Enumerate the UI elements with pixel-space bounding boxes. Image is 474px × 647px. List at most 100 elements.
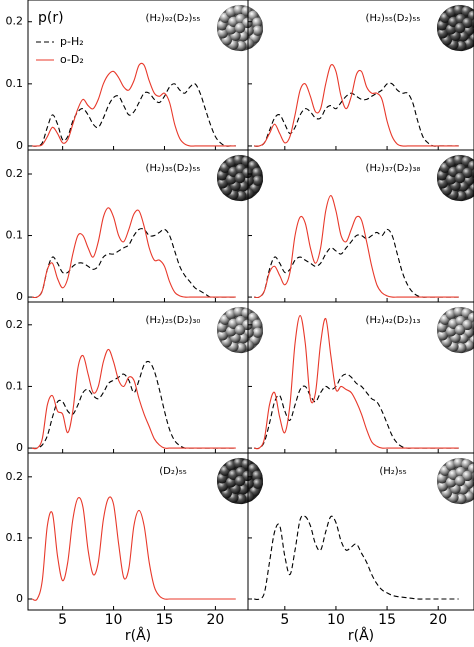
x-tick-label: 20 [206, 612, 224, 628]
cluster-sphere [252, 17, 263, 28]
cluster-sphere [456, 342, 467, 354]
cluster-sphere [462, 470, 473, 482]
panel-title: (H₂)₂₅(D₂)₃₀ [146, 315, 201, 326]
data-line [32, 360, 236, 449]
panel-title: (H₂)₅₅ [379, 466, 406, 477]
cluster-sphere [217, 330, 228, 341]
cluster-sphere [233, 306, 244, 318]
cluster-sphere [458, 31, 469, 42]
cluster-sphere [236, 493, 247, 505]
cluster-sphere [453, 4, 464, 16]
y-tick-label: 0.1 [6, 531, 24, 544]
cluster-sphere [437, 178, 448, 189]
x-tick-label: 5 [280, 612, 289, 628]
cluster-sphere [238, 181, 249, 192]
cluster-sphere [217, 481, 228, 492]
y-tick-label: 0 [16, 441, 23, 454]
data-line [32, 62, 236, 147]
cluster-sphere [458, 181, 469, 192]
cluster-sphere [242, 319, 253, 331]
cluster-sphere [236, 190, 247, 202]
cluster-sphere [236, 40, 247, 52]
cluster-sphere [234, 172, 246, 184]
data-line [31, 496, 236, 601]
x-axis-label: r(Å) [125, 627, 151, 644]
y-tick-label: 0.1 [6, 77, 24, 90]
cluster-sphere [234, 22, 246, 34]
panel-title: (H₂)₅₅(D₂)₅₅ [366, 13, 421, 24]
cluster-sphere [453, 306, 464, 318]
cluster-sphere [437, 330, 448, 341]
y-tick-label: 0 [16, 139, 23, 152]
cluster-sphere [238, 31, 249, 42]
cluster-sphere [233, 457, 244, 469]
cluster-sphere [454, 475, 466, 487]
cluster-sphere [252, 470, 263, 481]
data-line [32, 228, 236, 299]
legend-label: p-H₂ [60, 35, 84, 48]
y-tick-label: 0 [16, 290, 23, 303]
cluster-sphere [456, 493, 467, 505]
panel-title: (H₂)₉₂(D₂)₅₅ [146, 13, 201, 24]
x-tick-label: 15 [378, 612, 396, 628]
cluster-sphere [458, 484, 469, 495]
data-line [254, 82, 459, 147]
cluster-sphere [462, 17, 473, 29]
y-tick-label: 0.2 [6, 15, 24, 28]
y-tick-label: 0 [16, 592, 23, 605]
panel-title: (H₂)₄₂(D₂)₁₃ [366, 315, 421, 326]
cluster-sphere [454, 324, 466, 336]
cluster-sphere [236, 342, 247, 354]
panel-frame [247, 452, 474, 611]
cluster-sphere [252, 25, 263, 36]
x-tick-label: 20 [429, 612, 447, 628]
cluster-sphere [238, 333, 249, 344]
cluster-sphere [437, 481, 448, 492]
panel-frame [27, 452, 249, 611]
y-tick-label: 0.1 [6, 379, 24, 392]
legend-label: o-D₂ [60, 53, 84, 66]
data-line [32, 207, 236, 299]
y-tick-label: 0.2 [6, 318, 24, 331]
cluster-sphere [456, 40, 467, 52]
cluster-sphere [453, 154, 464, 166]
data-line [254, 228, 459, 299]
x-tick-label: 15 [156, 612, 174, 628]
panel-frame [27, 149, 249, 303]
data-line [254, 315, 459, 450]
cluster-sphere [252, 327, 263, 338]
cluster-sphere [252, 167, 263, 178]
data-line [31, 348, 236, 450]
cluster-sphere [454, 22, 466, 34]
cluster-sphere [217, 178, 228, 189]
cluster-sphere [437, 28, 448, 39]
panel-title: (H₂)₃₇(D₂)₃₈ [366, 163, 421, 174]
data-line [254, 515, 459, 601]
cluster-sphere [242, 17, 253, 29]
cluster-sphere [252, 319, 263, 330]
panel-title: (D₂)₅₅ [159, 466, 187, 477]
x-tick-label: 10 [327, 612, 345, 628]
panel-frame [27, 301, 249, 454]
panel-title: (H₂)₃₅(D₂)₅₅ [146, 163, 201, 174]
cluster-sphere [234, 324, 246, 336]
cluster-sphere [234, 475, 246, 487]
cluster-sphere [238, 484, 249, 495]
cluster-sphere [217, 28, 228, 39]
cluster-sphere [462, 167, 473, 179]
cluster-sphere [252, 175, 263, 186]
y-tick-label: 0.2 [6, 470, 24, 483]
cluster-sphere [233, 154, 244, 166]
cluster-sphere [462, 319, 473, 331]
cluster-sphere [233, 4, 244, 16]
cluster-sphere [242, 167, 253, 179]
cluster-sphere [453, 457, 464, 469]
data-line [254, 194, 459, 299]
cluster-sphere [454, 172, 466, 184]
y-tick-label: 0.2 [6, 167, 24, 180]
x-tick-label: 10 [105, 612, 123, 628]
y-axis-label: p(r) [38, 10, 64, 26]
cluster-sphere [242, 470, 253, 482]
cluster-sphere [252, 478, 263, 489]
